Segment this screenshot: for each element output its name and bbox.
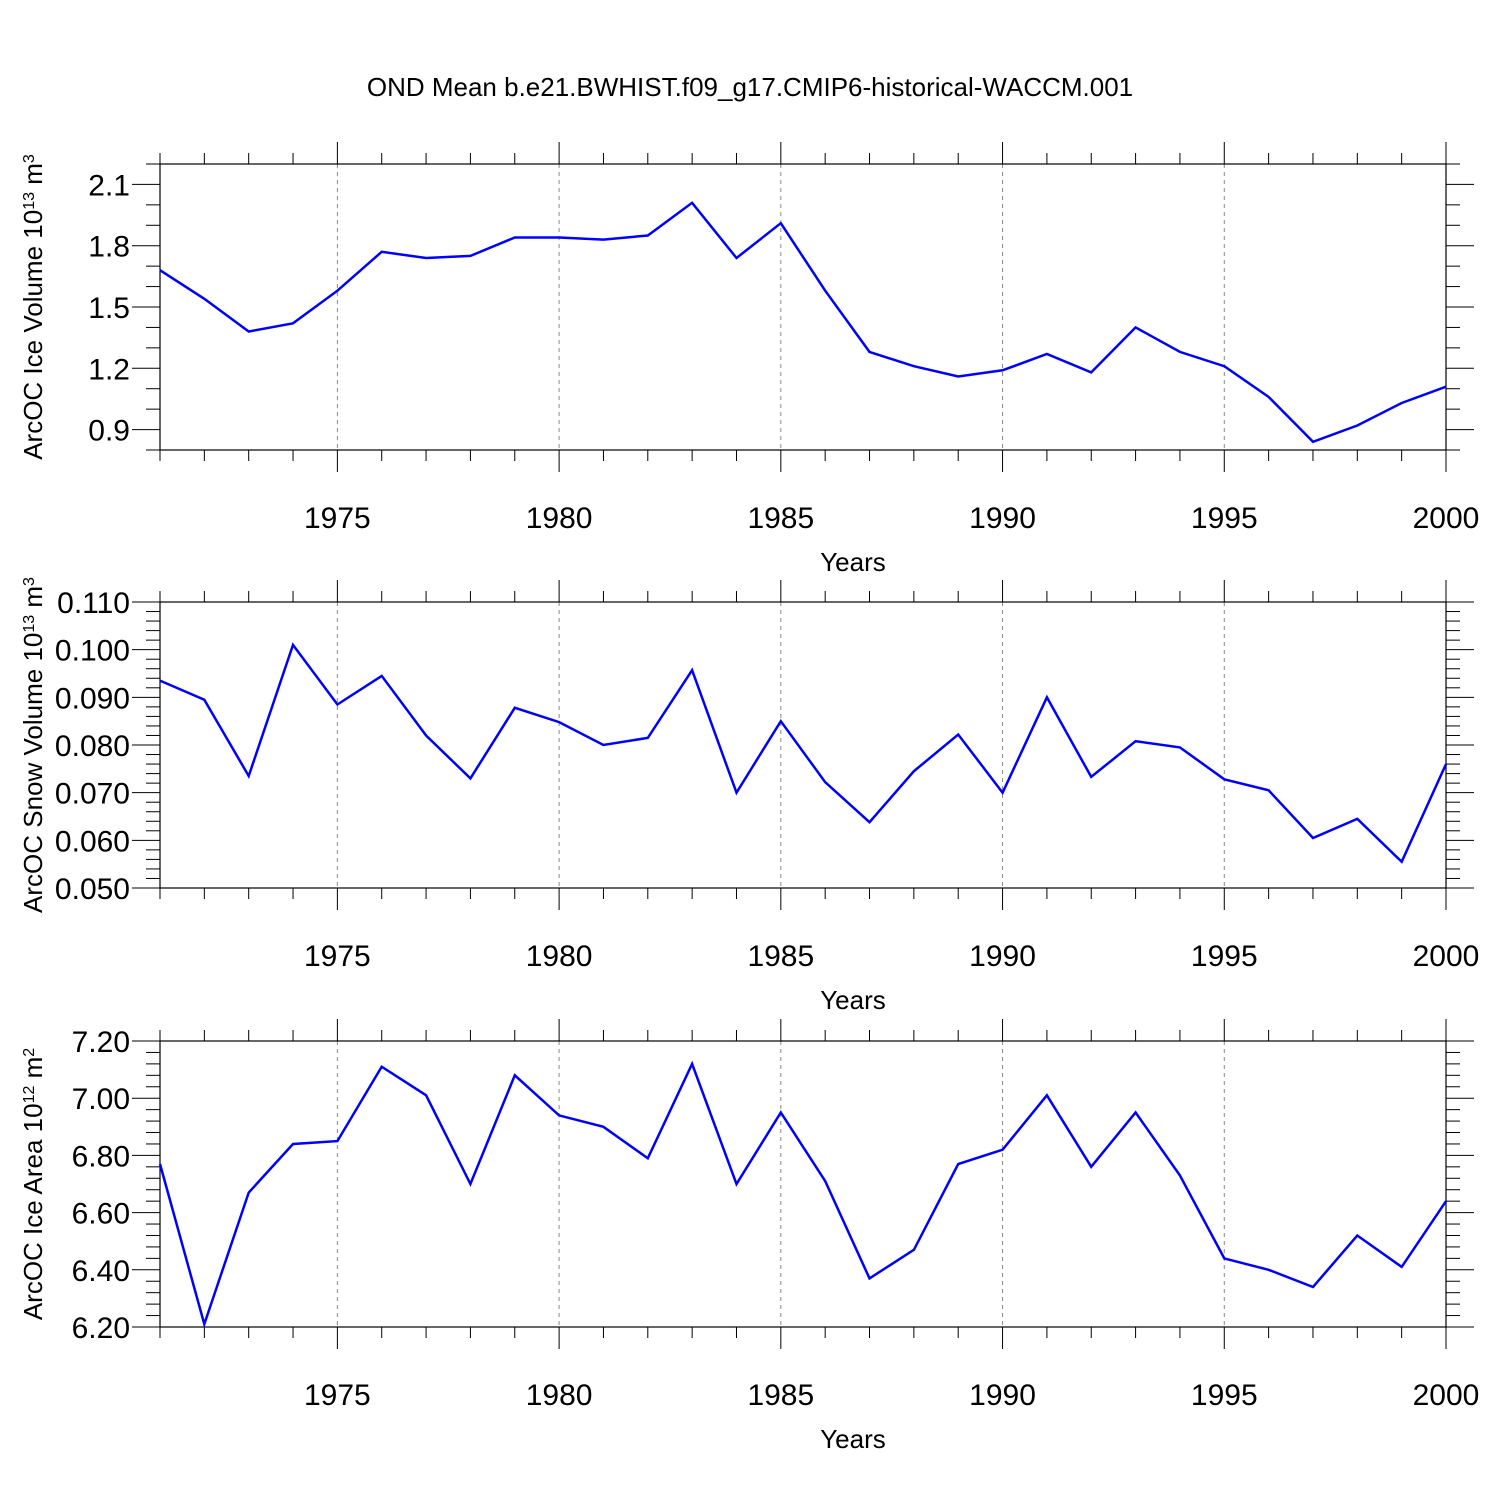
x-tick-label: 1995: [1191, 502, 1258, 535]
y-tick-label: 7.00: [72, 1083, 130, 1116]
x-tick-label: 1995: [1191, 940, 1258, 973]
y-axis-label-unit: m: [18, 163, 48, 192]
panel-1: 1975 1980 1985 1990 1995 2000 Years 0.9 1.2 1.5 1.…: [18, 142, 1479, 577]
y-tick-label: 6.60: [72, 1198, 130, 1231]
x-tick-label: 2000: [1413, 1379, 1480, 1412]
panel-3: 1975 1980 1985 1990 1995 2000 Years 6.20 6.40 6.6…: [18, 1019, 1479, 1454]
x-tick-label: 1985: [747, 940, 814, 973]
y-tick-label: 0.090: [55, 682, 130, 715]
x-tick-label: 1975: [304, 502, 371, 535]
x-tick-label: 2000: [1413, 940, 1480, 973]
y-tick-label: 7.20: [72, 1026, 130, 1059]
y-axis-label-text: ArcOC Ice Volume 10: [18, 210, 48, 460]
y-axis-label-unit-exponent: 2: [21, 1048, 38, 1057]
y-axis-label-unit: m: [18, 586, 48, 615]
y-axis-label-exponent: 13: [21, 615, 38, 633]
x-tick-label: 1990: [969, 940, 1036, 973]
y-axis-label-unit: m: [18, 1057, 48, 1086]
y-axis-label: ArcOC Ice Volume 1013 m3: [18, 154, 48, 460]
x-tick-label: 1990: [969, 1379, 1036, 1412]
chart-title: OND Mean b.e21.BWHIST.f09_g17.CMIP6-hist…: [367, 72, 1133, 102]
x-axis-label: Years: [820, 985, 886, 1015]
y-tick-label: 0.110: [57, 587, 130, 620]
y-tick-label: 0.080: [55, 730, 130, 763]
x-tick-label: 1995: [1191, 1379, 1258, 1412]
y-axis-label-text: ArcOC Ice Area 10: [18, 1103, 48, 1320]
y-tick-label: 6.80: [72, 1140, 130, 1173]
y-axis-label-exponent: 13: [21, 192, 38, 210]
y-tick-label: 0.060: [55, 825, 130, 858]
panels: 1975 1980 1985 1990 1995 2000 Years 0.9 1.2 1.5 1.…: [18, 142, 1479, 1454]
y-axis-label: ArcOC Snow Volume 1013 m3: [18, 577, 48, 913]
y-tick-label: 6.40: [72, 1255, 130, 1288]
y-tick-label: 1.2: [88, 353, 130, 386]
x-tick-label: 1975: [304, 1379, 371, 1412]
y-axis-label-unit-exponent: 3: [21, 577, 38, 586]
plot-frame: [159, 1040, 1447, 1328]
x-tick-label: 1980: [526, 940, 593, 973]
x-tick-label: 1990: [969, 502, 1036, 535]
y-tick-label: 0.100: [55, 635, 130, 668]
plot-frame: [159, 163, 1447, 451]
x-tick-label: 2000: [1413, 502, 1480, 535]
y-tick-label: 1.8: [88, 231, 130, 264]
y-axis-label-exponent: 12: [21, 1086, 38, 1104]
plot-frame: [159, 601, 1447, 889]
y-tick-label: 2.1: [88, 169, 130, 202]
y-tick-label: 0.070: [55, 778, 130, 811]
series-line-ice-area: [158, 1060, 1448, 1329]
panel-2: 1975 1980 1985 1990 1995 2000 Years 0.050 0.060 0…: [18, 577, 1479, 1015]
x-tick-label: 1980: [526, 502, 593, 535]
x-tick-label: 1975: [304, 940, 371, 973]
y-axis-label-unit-exponent: 3: [21, 154, 38, 163]
y-axis-label-text: ArcOC Snow Volume 10: [18, 633, 48, 913]
y-tick-label: 0.050: [55, 873, 130, 906]
y-tick-label: 6.20: [72, 1312, 130, 1345]
series-line-ice-volume: [159, 201, 1447, 444]
y-tick-label: 0.9: [88, 415, 130, 448]
x-axis-label: Years: [820, 547, 886, 577]
x-tick-label: 1985: [747, 1379, 814, 1412]
x-tick-label: 1980: [526, 1379, 593, 1412]
series-line-snow-volume: [159, 642, 1448, 864]
y-axis-label: ArcOC Ice Area 1012 m2: [18, 1048, 48, 1320]
x-axis-label: Years: [820, 1424, 886, 1454]
y-tick-label: 1.5: [88, 292, 130, 325]
x-tick-label: 1985: [747, 502, 814, 535]
